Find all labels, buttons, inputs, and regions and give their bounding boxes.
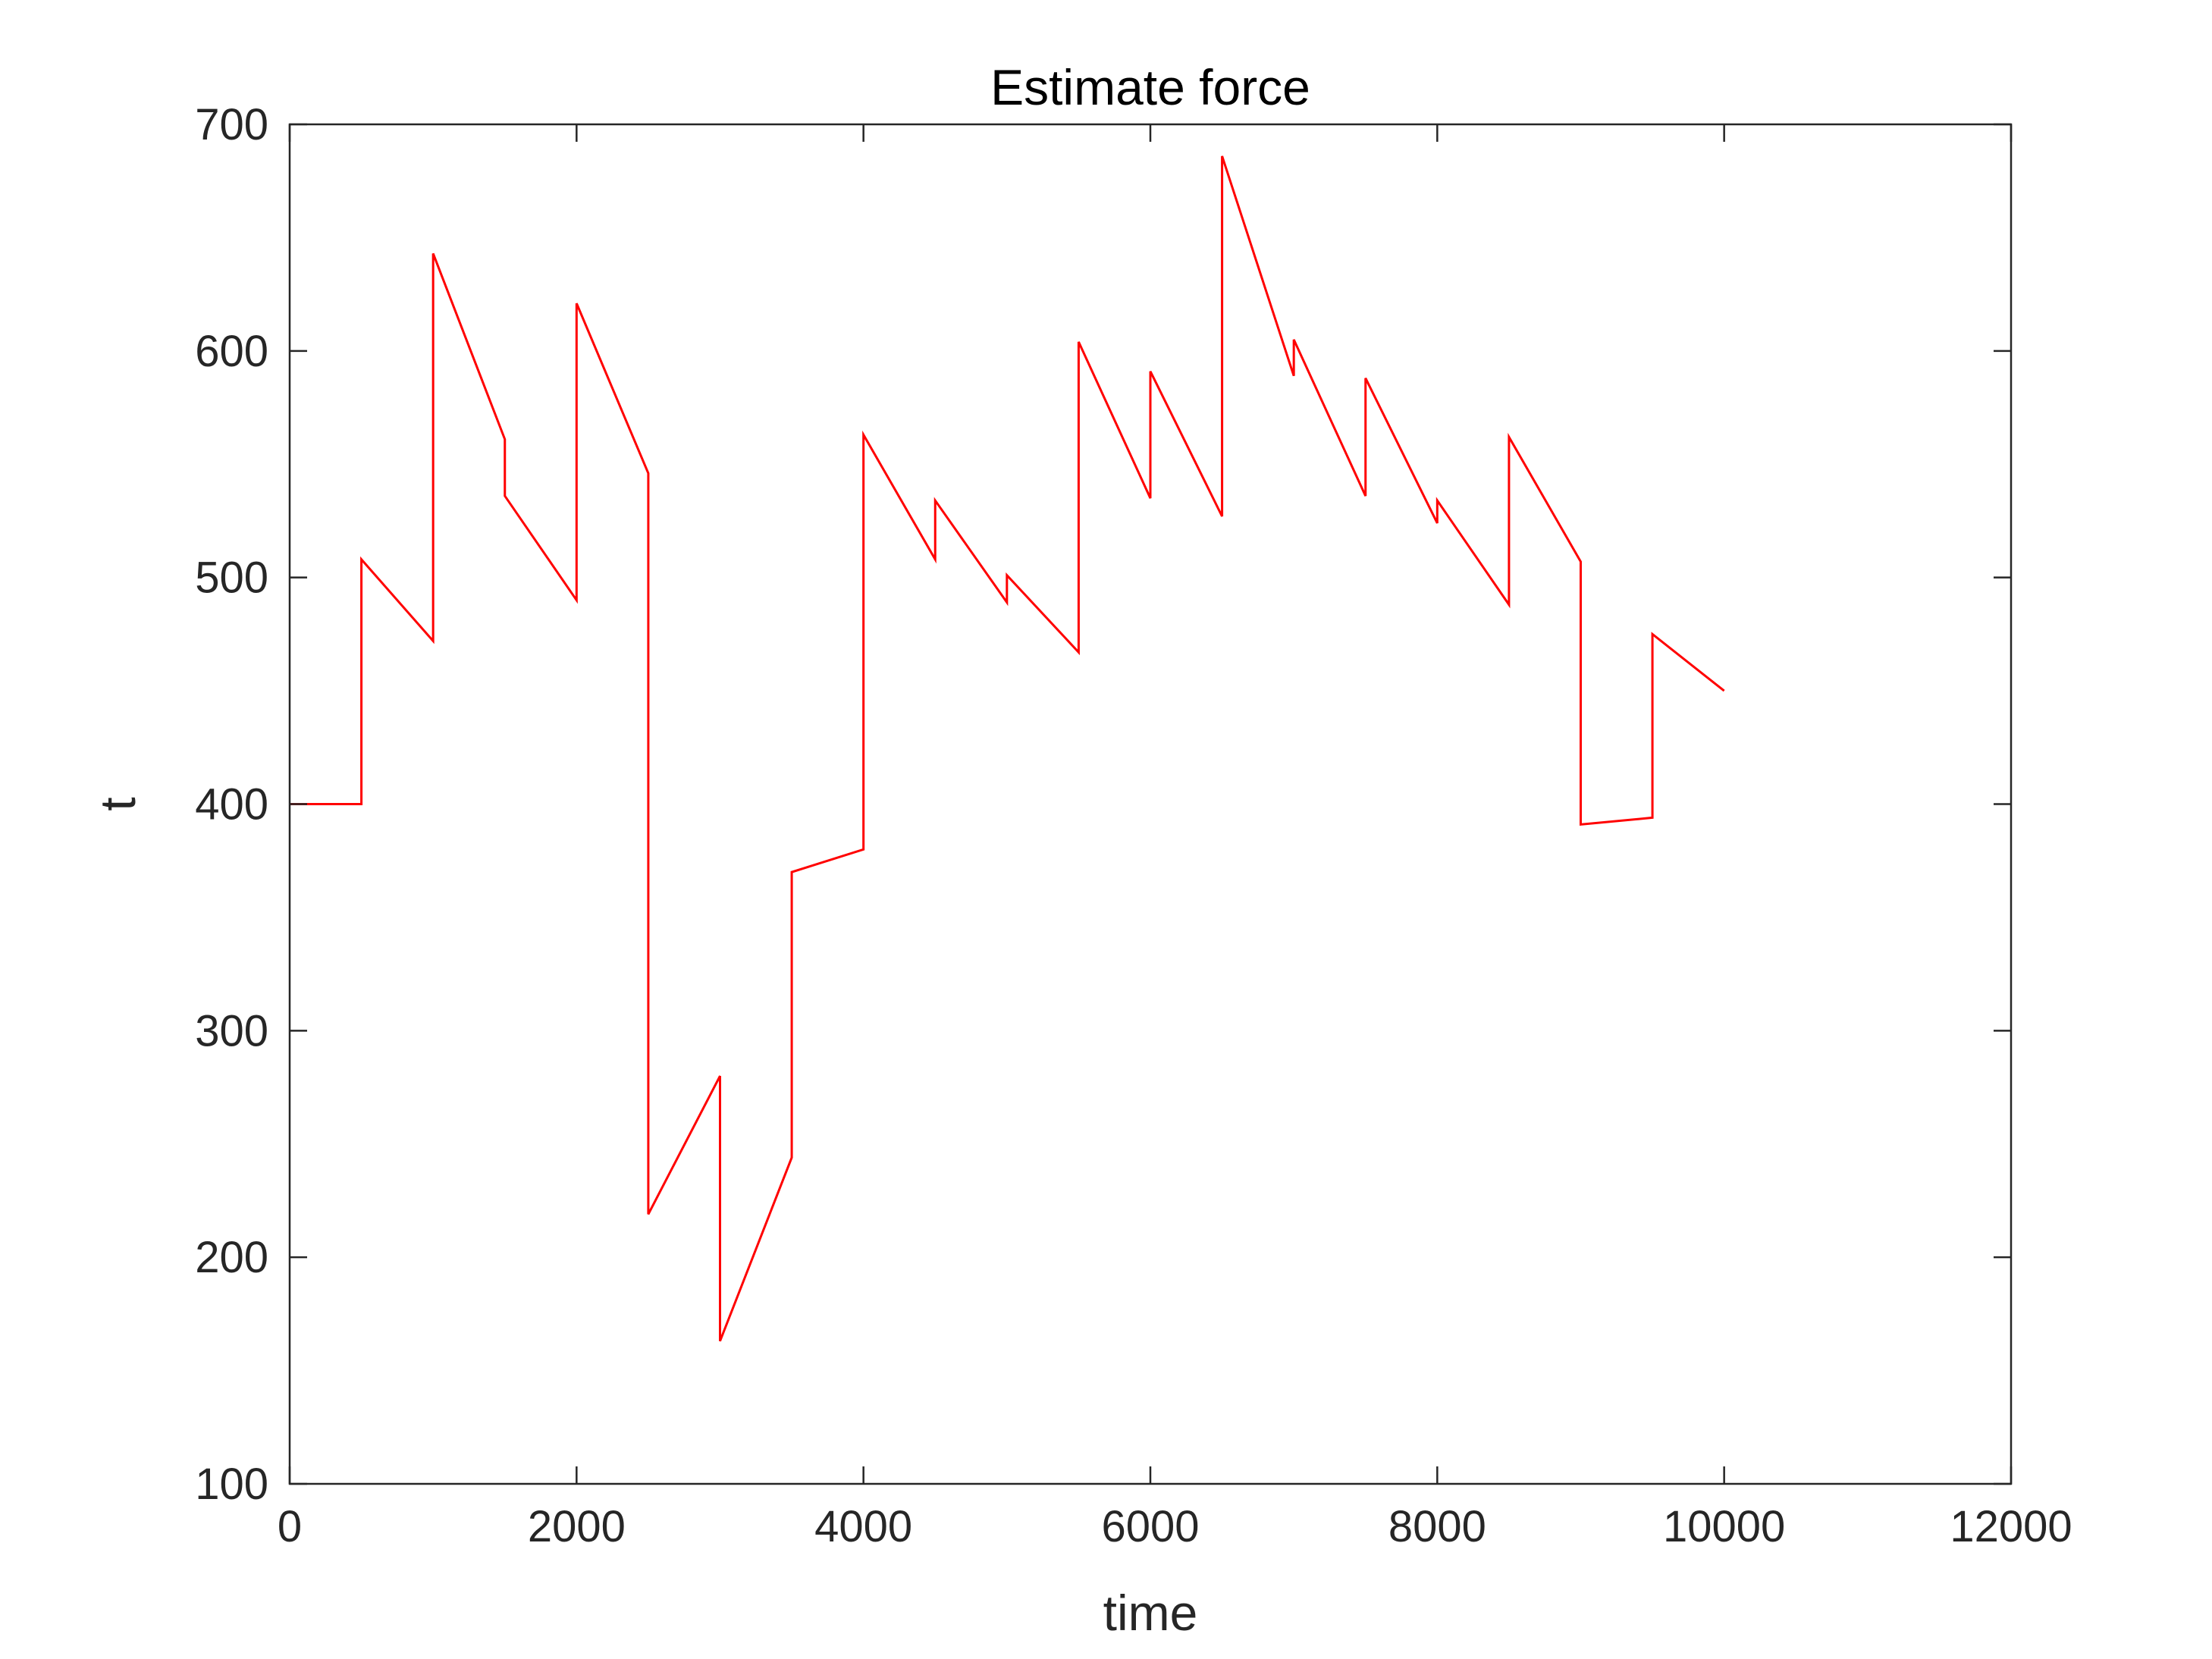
axes-layer xyxy=(288,123,2013,1485)
y-tick-label: 100 xyxy=(195,1460,268,1509)
label-layer: 0 2000 4000 6000 8000 10000 12000 100 200 300 400 5… xyxy=(89,59,2072,1641)
chart-title: Estimate force xyxy=(990,59,1310,115)
x-axis-label: time xyxy=(1103,1585,1198,1641)
x-tick-label: 0 xyxy=(278,1502,302,1551)
y-axis-label: t xyxy=(89,797,146,811)
x-tick-label: 10000 xyxy=(1663,1502,1785,1551)
x-tick-label: 6000 xyxy=(1101,1502,1199,1551)
y-tick-label: 600 xyxy=(195,327,268,376)
y-tick-label: 700 xyxy=(195,100,268,149)
series-line xyxy=(290,155,1725,1342)
x-tick-label: 12000 xyxy=(1950,1502,2072,1551)
y-tick-label: 300 xyxy=(195,1006,268,1055)
x-tick-label: 2000 xyxy=(528,1502,626,1551)
x-tick-label: 4000 xyxy=(814,1502,912,1551)
y-tick-label: 500 xyxy=(195,554,268,603)
plot-layer xyxy=(290,155,1725,1342)
x-tick-label: 8000 xyxy=(1388,1502,1486,1551)
y-tick-label: 200 xyxy=(195,1233,268,1282)
y-tick-label: 400 xyxy=(195,780,268,830)
